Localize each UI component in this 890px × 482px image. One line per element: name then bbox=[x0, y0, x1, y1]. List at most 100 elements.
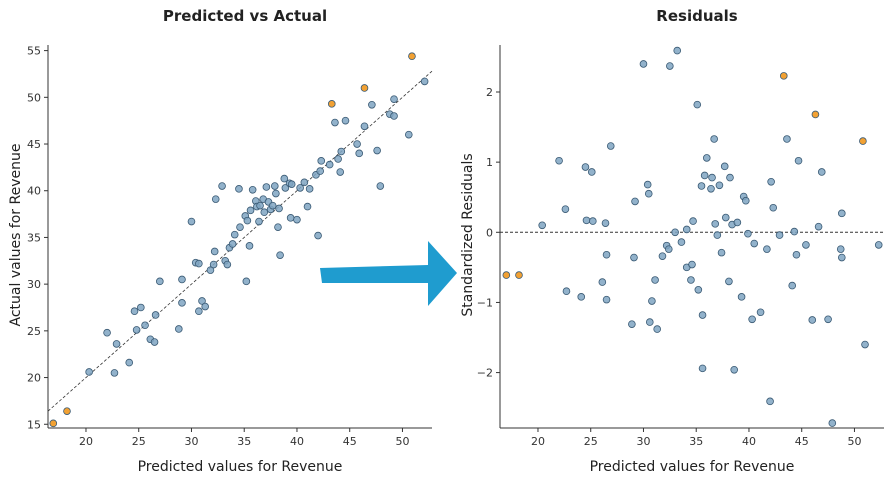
data-point bbox=[287, 180, 296, 188]
data-point bbox=[275, 204, 283, 213]
data-point bbox=[209, 260, 218, 269]
data-point bbox=[775, 231, 784, 239]
y-tick-label: 25 bbox=[27, 325, 41, 338]
data-point bbox=[687, 276, 695, 284]
data-point bbox=[305, 185, 314, 193]
x-tick-label: 45 bbox=[795, 435, 809, 448]
y-tick-label: 30 bbox=[27, 278, 41, 291]
data-point bbox=[589, 217, 597, 225]
data-point bbox=[710, 135, 718, 143]
y-tick-label: 20 bbox=[27, 372, 41, 385]
y-tick-label: 35 bbox=[27, 231, 41, 244]
data-point bbox=[390, 112, 398, 120]
x-tick-label: 35 bbox=[689, 435, 703, 448]
data-point bbox=[260, 208, 269, 217]
data-point bbox=[794, 156, 803, 165]
data-point bbox=[132, 326, 141, 334]
data-point bbox=[538, 221, 546, 230]
data-point bbox=[769, 203, 778, 212]
y-tick-label: 15 bbox=[27, 418, 41, 431]
x-tick-label: 20 bbox=[531, 435, 545, 448]
data-point bbox=[246, 206, 255, 215]
y-tick-label: 2 bbox=[486, 86, 493, 99]
data-point bbox=[272, 189, 280, 198]
data-point bbox=[666, 62, 674, 70]
data-point bbox=[210, 247, 219, 256]
data-point bbox=[235, 185, 243, 193]
data-point bbox=[713, 231, 722, 239]
data-point bbox=[103, 328, 111, 337]
data-point bbox=[715, 181, 724, 190]
data-point bbox=[236, 223, 244, 231]
x-tick-label: 20 bbox=[79, 435, 93, 448]
data-point bbox=[711, 220, 720, 228]
data-point bbox=[643, 180, 652, 189]
data-point bbox=[276, 251, 284, 259]
data-point bbox=[577, 293, 586, 301]
data-point bbox=[824, 315, 832, 324]
data-point bbox=[698, 311, 707, 319]
outlier-point bbox=[63, 407, 71, 415]
chart-title: Predicted vs Actual bbox=[163, 7, 327, 25]
data-point bbox=[698, 364, 707, 373]
outlier-point bbox=[515, 271, 523, 279]
data-point bbox=[708, 173, 716, 182]
data-point bbox=[110, 369, 119, 377]
data-point bbox=[256, 201, 264, 210]
data-point bbox=[606, 142, 615, 150]
data-point bbox=[861, 340, 869, 349]
outlier-point bbox=[49, 419, 58, 428]
data-point bbox=[296, 184, 304, 192]
data-point bbox=[211, 195, 220, 203]
y-tick-label: −2 bbox=[477, 367, 493, 380]
data-point bbox=[561, 205, 570, 213]
outlier-point bbox=[408, 52, 416, 61]
data-point bbox=[658, 252, 667, 260]
data-point bbox=[404, 130, 413, 139]
arrow-icon bbox=[320, 241, 457, 306]
points-layer bbox=[502, 46, 883, 427]
identity-line bbox=[47, 70, 433, 412]
data-point bbox=[814, 222, 823, 231]
data-point bbox=[808, 316, 817, 324]
data-point bbox=[628, 320, 636, 328]
data-point bbox=[245, 242, 254, 250]
x-tick-label: 30 bbox=[636, 435, 650, 448]
x-tick-label: 45 bbox=[343, 435, 357, 448]
data-point bbox=[838, 253, 846, 262]
data-point bbox=[582, 216, 591, 225]
data-point bbox=[130, 307, 139, 316]
data-point bbox=[376, 182, 385, 190]
outlier-point bbox=[360, 84, 369, 92]
data-point bbox=[700, 171, 709, 180]
x-tick-label: 25 bbox=[584, 435, 598, 448]
x-tick-label: 40 bbox=[742, 435, 756, 448]
data-point bbox=[651, 276, 659, 284]
data-point bbox=[555, 156, 563, 165]
data-point bbox=[178, 299, 186, 307]
data-point bbox=[664, 245, 673, 253]
data-point bbox=[151, 311, 160, 319]
data-point bbox=[360, 122, 369, 131]
data-point bbox=[268, 201, 277, 210]
chart-title: Residuals bbox=[656, 7, 737, 25]
data-point bbox=[262, 183, 271, 191]
data-point bbox=[223, 260, 232, 269]
data-point bbox=[838, 209, 846, 218]
data-point bbox=[766, 397, 774, 406]
data-point bbox=[653, 325, 661, 333]
data-point bbox=[248, 185, 257, 194]
data-point bbox=[274, 223, 282, 231]
outlier-point bbox=[779, 72, 788, 80]
data-point bbox=[673, 46, 682, 55]
data-point bbox=[733, 218, 742, 227]
data-point bbox=[150, 338, 159, 346]
data-point bbox=[341, 116, 350, 125]
data-point bbox=[336, 168, 345, 176]
x-tick-label: 50 bbox=[395, 435, 409, 448]
data-point bbox=[195, 259, 203, 268]
data-point bbox=[255, 217, 263, 226]
data-point bbox=[195, 307, 203, 316]
data-point bbox=[368, 100, 376, 109]
